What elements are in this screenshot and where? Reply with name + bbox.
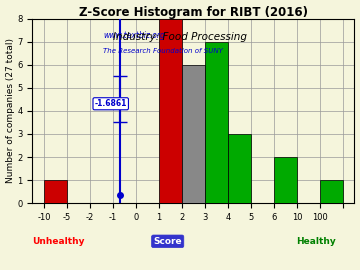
Text: Industry: Food Processing: Industry: Food Processing [113,32,247,42]
Text: Score: Score [153,237,182,246]
Bar [205,42,228,203]
Text: -1.6861: -1.6861 [95,99,127,108]
Bar [159,19,182,203]
Text: Healthy: Healthy [296,237,336,246]
Bar [44,180,67,203]
Text: The Research Foundation of SUNY: The Research Foundation of SUNY [103,48,223,54]
Text: www.textbiz.org: www.textbiz.org [103,32,165,40]
Bar [228,134,251,203]
Bar [274,157,297,203]
Y-axis label: Number of companies (27 total): Number of companies (27 total) [5,38,14,183]
Title: Z-Score Histogram for RIBT (2016): Z-Score Histogram for RIBT (2016) [79,6,308,19]
Bar [182,65,205,203]
Text: Unhealthy: Unhealthy [32,237,85,246]
Bar [320,180,343,203]
